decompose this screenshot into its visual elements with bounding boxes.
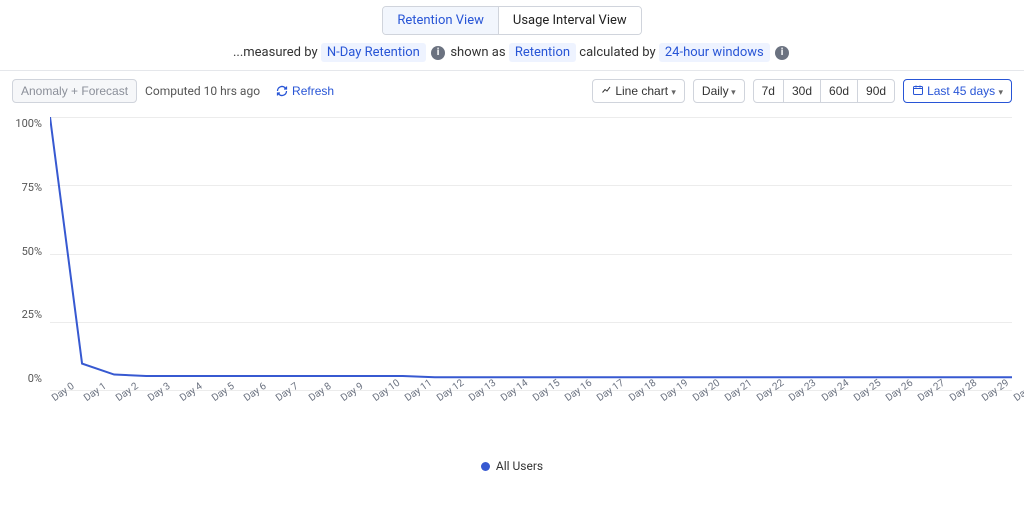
calendar-icon (912, 84, 924, 96)
y-tick: 0% (28, 372, 42, 385)
x-tick: Day 16 (563, 395, 588, 431)
date-range-label: Last 45 days (927, 84, 995, 98)
y-axis: 100% 75% 50% 25% 0% (0, 111, 46, 391)
legend-label: All Users (496, 459, 543, 473)
info-icon[interactable]: i (775, 46, 789, 60)
x-tick: Day 0 (50, 395, 75, 431)
x-tick: Day 18 (627, 395, 652, 431)
preset-60d[interactable]: 60d (820, 79, 858, 103)
x-tick: Day 13 (467, 395, 492, 431)
y-tick: 25% (22, 308, 42, 321)
info-icon[interactable]: i (431, 46, 445, 60)
x-tick: Day 25 (852, 395, 877, 431)
measure-prefix: ...measured by (233, 45, 318, 60)
x-tick: Day 8 (307, 395, 332, 431)
x-tick: Day 5 (210, 395, 235, 431)
legend-marker (481, 462, 490, 471)
x-tick: Day 21 (723, 395, 748, 431)
tab-group: Retention View Usage Interval View (382, 6, 641, 35)
tab-retention-view[interactable]: Retention View (383, 7, 498, 34)
y-tick: 50% (22, 245, 42, 258)
x-tick: Day 22 (755, 395, 780, 431)
x-tick: Day 15 (531, 395, 556, 431)
x-tick: Day 6 (242, 395, 267, 431)
interval-select[interactable]: Daily (693, 79, 745, 103)
pill-retention[interactable]: Retention (509, 43, 576, 62)
x-tick: Day 28 (948, 395, 973, 431)
x-axis: Day 0 Day 1 Day 2 Day 3 Day 4 Day 5 Day 6 Day 7… (50, 395, 1012, 439)
x-tick: Day 29 (980, 395, 1005, 431)
x-tick: Day 4 (178, 395, 203, 431)
measure-line: ...measured by N-Day Retention i shown a… (0, 39, 1024, 71)
x-tick: Day 17 (595, 395, 620, 431)
date-range-select[interactable]: Last 45 days (903, 79, 1012, 103)
range-preset-group: 7d 30d 60d 90d (753, 79, 895, 103)
x-tick: Day 2 (114, 395, 139, 431)
retention-chart: 100%75%50%25%0% Day 0Day 1Day 2Day 3Day … (0, 111, 1024, 411)
toolbar: Anomaly + Forecast Computed 10 hrs ago R… (0, 71, 1024, 111)
line-chart-icon (601, 84, 613, 96)
chart-type-select[interactable]: Line chart (592, 79, 685, 103)
x-tick: Day 23 (787, 395, 812, 431)
anomaly-forecast-button[interactable]: Anomaly + Forecast (12, 79, 137, 103)
pill-windows[interactable]: 24-hour windows (659, 43, 770, 62)
x-tick: Day 14 (499, 395, 524, 431)
preset-30d[interactable]: 30d (783, 79, 821, 103)
x-tick: Day 11 (403, 395, 428, 431)
x-tick: Day 20 (691, 395, 716, 431)
x-tick: Day 10 (371, 395, 396, 431)
pill-nday-retention[interactable]: N-Day Retention (321, 43, 426, 62)
measure-shown-as: shown as (450, 45, 505, 60)
refresh-icon (276, 85, 288, 97)
chart-plot (50, 117, 1012, 391)
x-tick: Day 27 (916, 395, 941, 431)
x-tick: Day 7 (274, 395, 299, 431)
preset-90d[interactable]: 90d (857, 79, 895, 103)
view-tabs: Retention View Usage Interval View (0, 0, 1024, 39)
tab-usage-interval-view[interactable]: Usage Interval View (498, 7, 641, 34)
x-tick: Day 24 (820, 395, 845, 431)
refresh-button[interactable]: Refresh (268, 80, 342, 102)
measure-calc-by: calculated by (579, 45, 655, 60)
x-tick: Day 3 (146, 395, 171, 431)
x-tick: Day 26 (884, 395, 909, 431)
y-tick: 100% (15, 117, 42, 130)
x-tick: Day 1 (82, 395, 107, 431)
computed-time: Computed 10 hrs ago (145, 84, 260, 98)
y-tick: 75% (22, 181, 42, 194)
x-tick: Day 19 (659, 395, 684, 431)
x-tick: Day 12 (435, 395, 460, 431)
preset-7d[interactable]: 7d (753, 79, 784, 103)
chart-type-label: Line chart (615, 84, 668, 98)
refresh-label: Refresh (292, 84, 334, 98)
x-tick: Day 9 (339, 395, 364, 431)
